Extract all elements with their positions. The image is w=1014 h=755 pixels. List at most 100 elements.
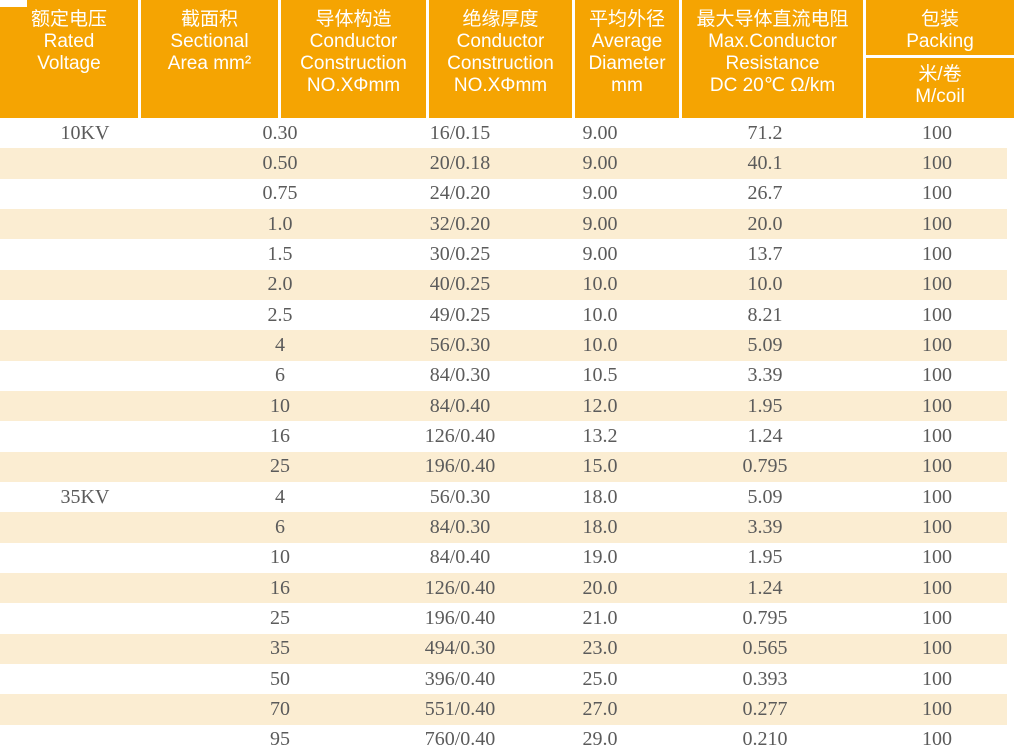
cell-packing: 100 xyxy=(922,667,952,690)
cell-construction: 396/0.40 xyxy=(424,667,496,690)
cell-diameter: 12.0 xyxy=(582,394,618,417)
cell-packing: 100 xyxy=(922,182,952,205)
table-row: 2.5 49/0.25 10.0 8.21 100 xyxy=(0,300,1014,330)
cell-resistance: 5.09 xyxy=(747,333,783,356)
cell-area: 16 xyxy=(270,424,290,447)
cell-construction: 84/0.30 xyxy=(429,515,491,538)
header-line: Diameter xyxy=(588,53,666,74)
table-row: 35 494/0.30 23.0 0.565 100 xyxy=(0,633,1014,664)
header-max-conductor-resistance: 最大导体直流电阻 Max.Conductor Resistance DC 20℃… xyxy=(679,0,863,118)
table-row: 10KV 0.30 16/0.15 9.00 71.2 100 xyxy=(0,118,1014,148)
cell-diameter: 19.0 xyxy=(582,546,618,569)
cell-construction: 56/0.30 xyxy=(429,485,491,508)
cell-resistance: 0.795 xyxy=(742,455,788,478)
cell-voltage: 35KV xyxy=(60,485,110,508)
header-insulation-thickness: 绝缘厚度 Conductor Construction NO.XΦmm xyxy=(426,0,572,118)
cell-resistance: 71.2 xyxy=(747,121,783,144)
cell-diameter: 21.0 xyxy=(582,606,618,629)
cell-packing: 100 xyxy=(922,364,952,387)
header-line: 绝缘厚度 xyxy=(462,9,539,30)
cell-resistance: 1.24 xyxy=(747,424,783,447)
cell-resistance: 1.95 xyxy=(747,546,783,569)
cell-area: 10 xyxy=(270,546,290,569)
header-line: Construction xyxy=(300,53,407,74)
table-row: 0.50 20/0.18 9.00 40.1 100 xyxy=(0,148,1014,179)
cell-resistance: 1.24 xyxy=(747,576,783,599)
cell-construction: 760/0.40 xyxy=(424,728,496,751)
cell-diameter: 9.00 xyxy=(582,212,618,235)
table-row: 0.75 24/0.20 9.00 26.7 100 xyxy=(0,179,1014,209)
cell-resistance: 26.7 xyxy=(747,182,783,205)
table-header: 额定电压 Rated Voltage 截面积 Sectional Area mm… xyxy=(0,0,1014,118)
header-line: Construction xyxy=(447,53,554,74)
header-line: 截面积 xyxy=(180,9,238,30)
cell-diameter: 10.0 xyxy=(582,333,618,356)
cell-diameter: 29.0 xyxy=(582,728,618,751)
cell-resistance: 0.210 xyxy=(742,728,788,751)
cell-resistance: 0.565 xyxy=(742,637,788,660)
header-packing-unit: 米/卷 M/coil xyxy=(866,58,1014,108)
header-line: 导体构造 xyxy=(315,9,392,30)
cell-diameter: 10.0 xyxy=(582,303,618,326)
cell-construction: 551/0.40 xyxy=(424,697,496,720)
header-line: Rated xyxy=(43,31,95,52)
cell-area: 50 xyxy=(270,667,290,690)
cell-resistance: 3.39 xyxy=(747,515,783,538)
cell-area: 1.5 xyxy=(267,242,293,265)
cell-construction: 20/0.18 xyxy=(429,151,491,174)
header-line: M/coil xyxy=(915,86,965,107)
cell-construction: 196/0.40 xyxy=(424,455,496,478)
table-row: 95 760/0.40 29.0 0.210 100 xyxy=(0,725,1014,755)
cell-area: 0.75 xyxy=(262,182,298,205)
cell-area: 0.50 xyxy=(262,151,298,174)
header-line: mm xyxy=(611,75,643,96)
cell-diameter: 9.00 xyxy=(582,121,618,144)
table-row: 6 84/0.30 10.5 3.39 100 xyxy=(0,361,1014,391)
cell-area: 35 xyxy=(270,637,290,660)
cell-resistance: 0.795 xyxy=(742,606,788,629)
table-row: 16 126/0.40 20.0 1.24 100 xyxy=(0,572,1014,604)
cell-area: 25 xyxy=(270,455,290,478)
corner-notch xyxy=(0,0,27,7)
cell-packing: 100 xyxy=(922,151,952,174)
header-line: Conductor xyxy=(456,31,545,52)
table-row: 6 84/0.30 18.0 3.39 100 xyxy=(0,512,1014,543)
cell-area: 4 xyxy=(275,485,285,508)
header-average-diameter: 平均外径 Average Diameter mm xyxy=(572,0,679,118)
cell-diameter: 10.0 xyxy=(582,273,618,296)
header-line: 最大导体直流电阻 xyxy=(696,9,849,30)
cell-packing: 100 xyxy=(922,303,952,326)
header-line: Conductor xyxy=(309,31,398,52)
header-line: 米/卷 xyxy=(918,64,962,85)
cell-construction: 16/0.15 xyxy=(429,121,491,144)
header-packing: 包装 Packing 米/卷 M/coil xyxy=(863,0,1014,118)
cell-area: 16 xyxy=(270,576,290,599)
header-line: DC 20℃ Ω/km xyxy=(709,75,836,96)
cell-resistance: 20.0 xyxy=(747,212,783,235)
cell-construction: 126/0.40 xyxy=(424,424,496,447)
table-row: 70 551/0.40 27.0 0.277 100 xyxy=(0,694,1014,725)
header-line: 包装 xyxy=(920,9,959,30)
cell-voltage: 10KV xyxy=(60,121,110,144)
cell-resistance: 0.393 xyxy=(742,667,788,690)
cell-diameter: 20.0 xyxy=(582,576,618,599)
table-row: 1.0 32/0.20 9.00 20.0 100 xyxy=(0,208,1014,240)
header-rated-voltage: 额定电压 Rated Voltage xyxy=(0,0,138,118)
cell-area: 10 xyxy=(270,394,290,417)
header-line: Max.Conductor xyxy=(708,31,837,52)
cell-construction: 126/0.40 xyxy=(424,576,496,599)
header-line: Average xyxy=(591,31,663,52)
cell-diameter: 9.00 xyxy=(582,151,618,174)
cell-diameter: 25.0 xyxy=(582,667,618,690)
cell-diameter: 9.00 xyxy=(582,182,618,205)
header-line: Voltage xyxy=(37,53,101,74)
cell-packing: 100 xyxy=(922,697,952,720)
cell-area: 25 xyxy=(270,606,290,629)
cell-diameter: 15.0 xyxy=(582,455,618,478)
cell-construction: 494/0.30 xyxy=(424,637,496,660)
cell-construction: 32/0.20 xyxy=(429,212,491,235)
cell-packing: 100 xyxy=(922,333,952,356)
cell-construction: 84/0.40 xyxy=(429,546,491,569)
cell-construction: 84/0.30 xyxy=(429,364,491,387)
